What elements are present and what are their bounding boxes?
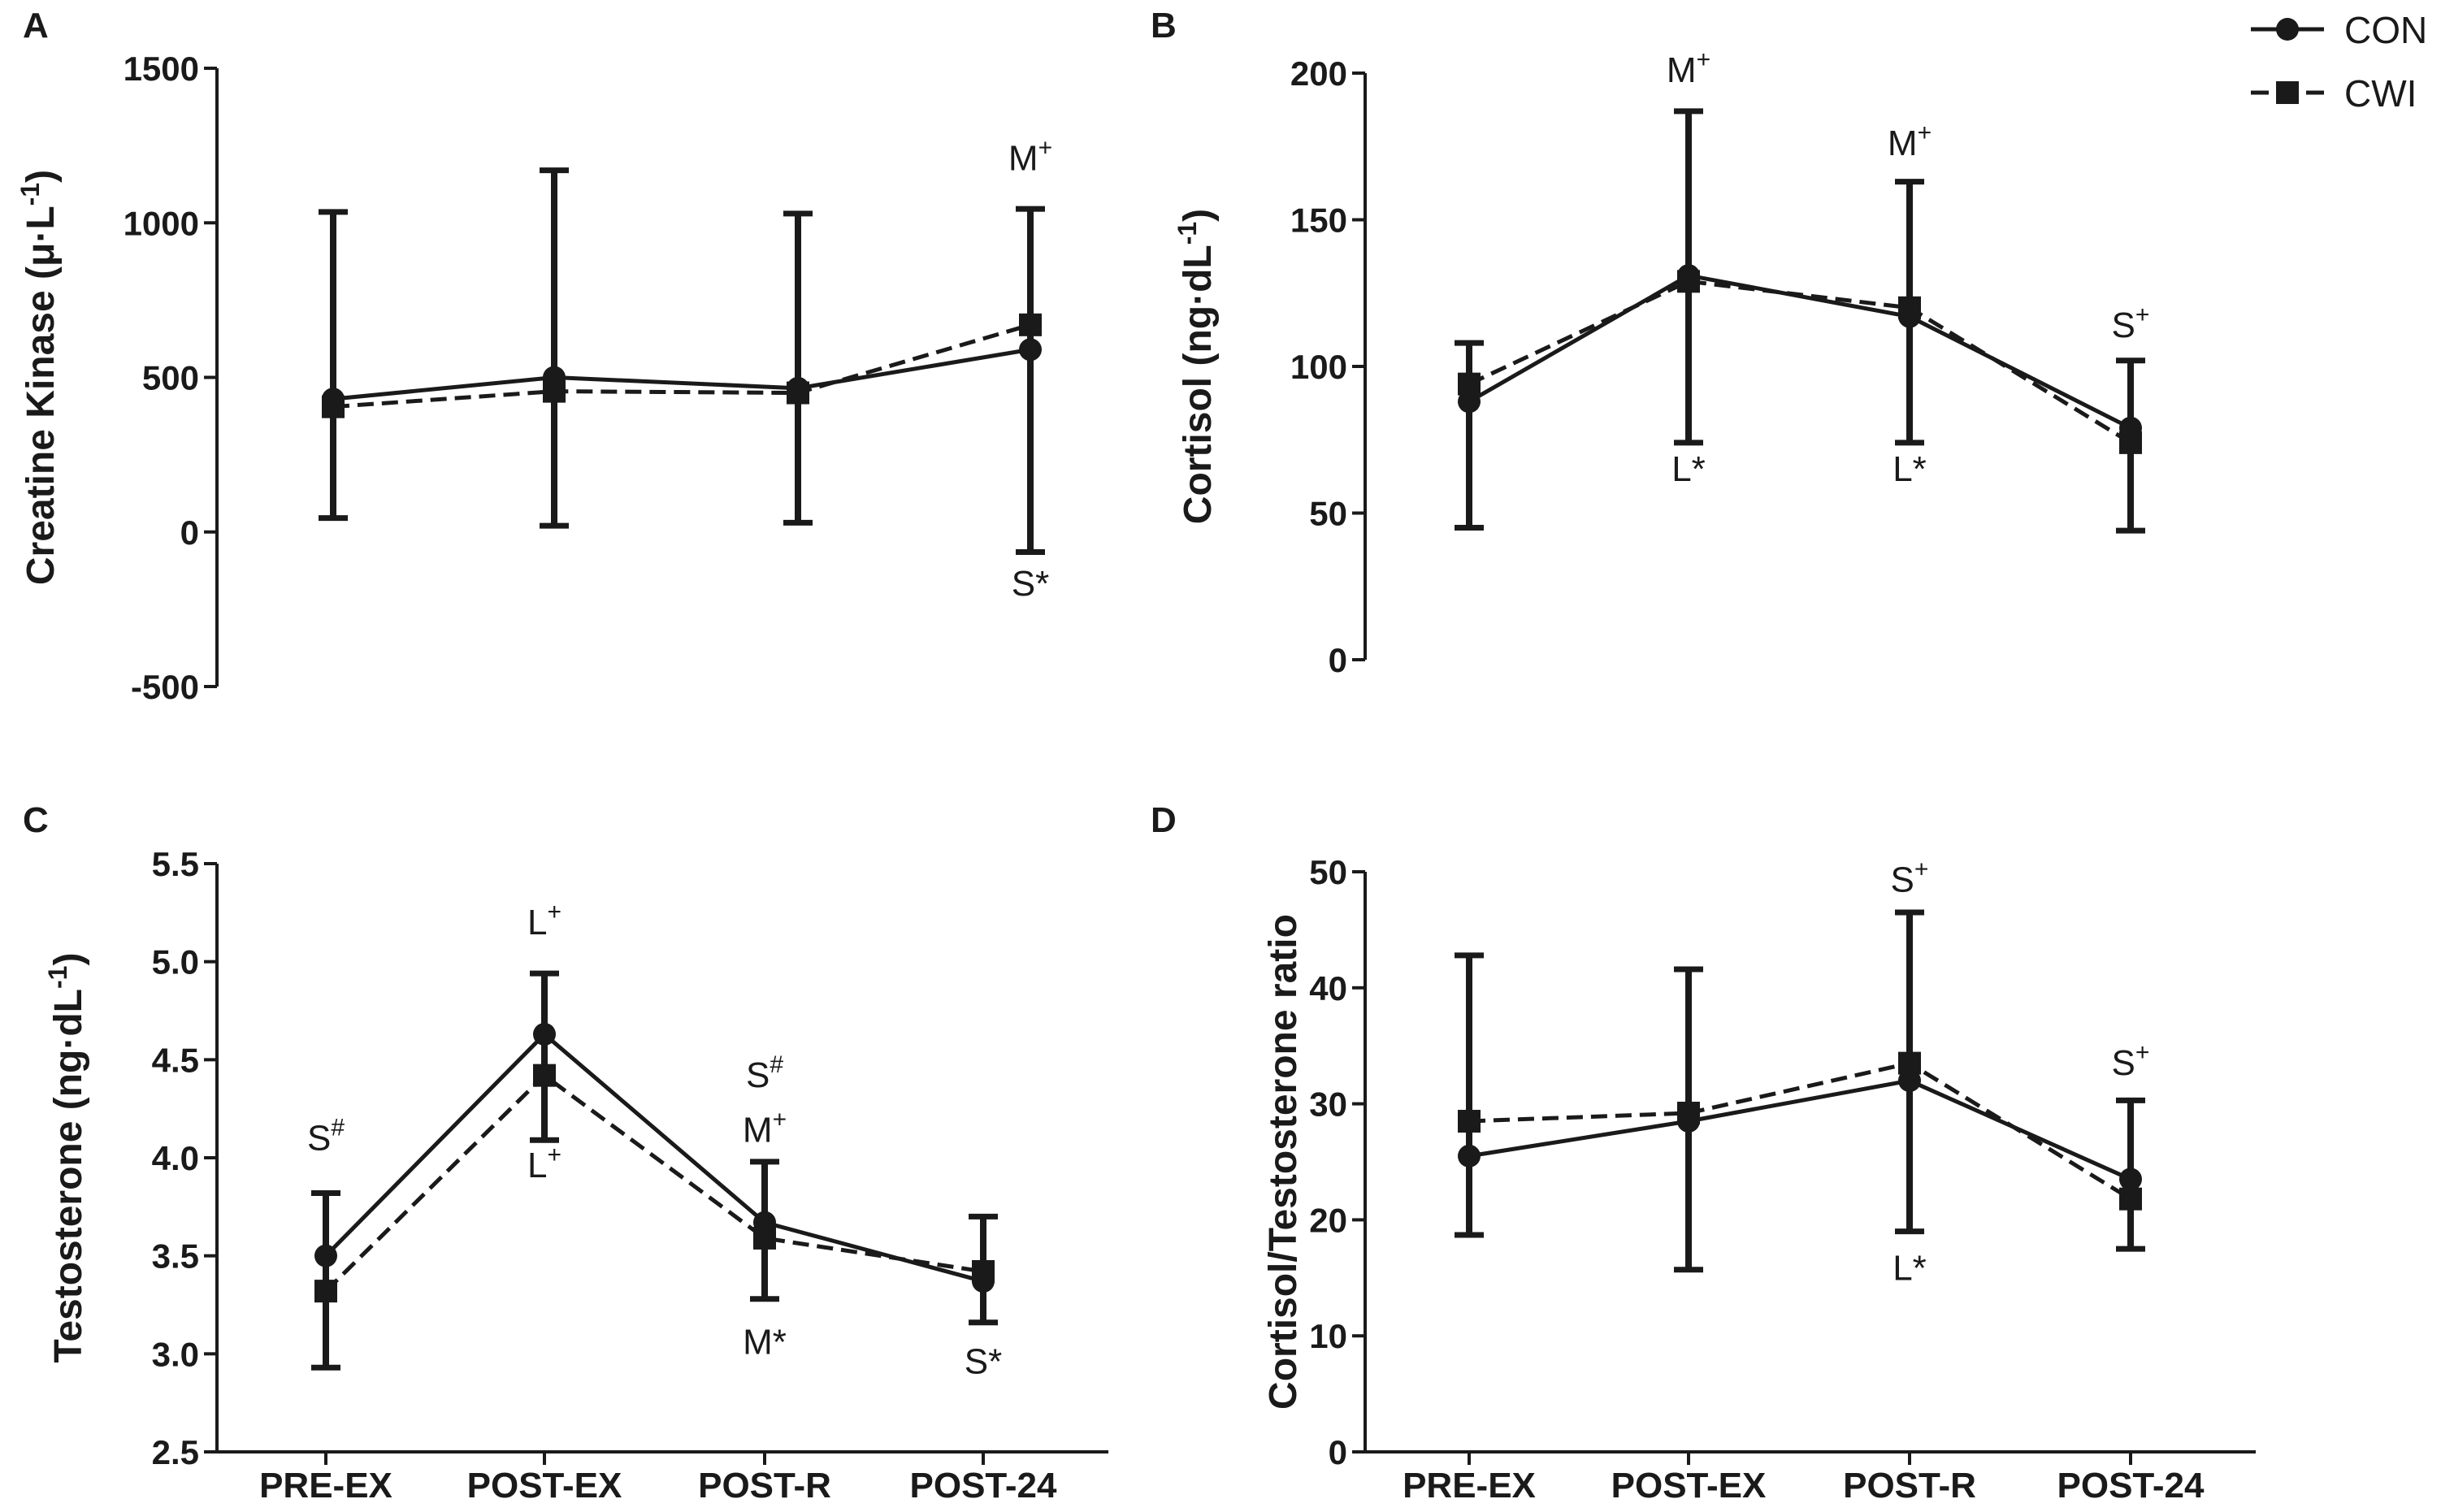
panel-c: C 2.5 3.0 3.5 4.0 4.5 5.0 5.5 Testosterone (ng·d… bbox=[23, 800, 1108, 1506]
legend-marker-con bbox=[2276, 18, 2299, 41]
y-tick-label: 50 bbox=[1309, 495, 1347, 533]
y-axis-label: Cortisol (ng·dL-1) bbox=[1173, 209, 1220, 524]
x-tick-label: POST-24 bbox=[2057, 1466, 2205, 1506]
series-line-cwi bbox=[1468, 1060, 2132, 1201]
legend: CON CWI bbox=[2251, 9, 2427, 115]
y-axis-label: Testosterone (ng·dL-1) bbox=[43, 953, 90, 1363]
panel-a: A -500 0 500 1000 1500 Creatine Kinase (μ·L-1)… bbox=[15, 6, 1052, 706]
y-tick-label: 4.5 bbox=[152, 1041, 199, 1079]
annotation: S+ bbox=[2112, 1039, 2150, 1083]
y-tick-label: 0 bbox=[180, 513, 199, 552]
point-cwi bbox=[787, 381, 809, 405]
y-tick-label: 50 bbox=[1309, 853, 1347, 891]
annotation: S# bbox=[307, 1114, 345, 1158]
y-axis-label: Cortisol/Testosterone ratio bbox=[1262, 914, 1305, 1410]
point-con bbox=[314, 1244, 337, 1267]
y-tick-label: 0 bbox=[1329, 641, 1347, 679]
x-tick-label: PRE-EX bbox=[259, 1466, 392, 1506]
x-tick-label: POST-EX bbox=[467, 1466, 622, 1506]
point-con bbox=[1458, 390, 1481, 414]
series-line-cwi bbox=[332, 323, 1031, 409]
series-line-con bbox=[1468, 273, 2132, 431]
annotation: L* bbox=[1893, 1249, 1927, 1289]
point-cwi bbox=[2119, 1187, 2142, 1211]
panel-letter: D bbox=[1151, 800, 1177, 840]
y-tick-label: 0 bbox=[1329, 1433, 1347, 1471]
point-cwi bbox=[1677, 270, 1700, 293]
point-con bbox=[1458, 1144, 1481, 1168]
annotation: L+ bbox=[527, 899, 561, 942]
point-cwi bbox=[1898, 296, 1921, 319]
annotation: S* bbox=[965, 1341, 1002, 1381]
annotation: S# bbox=[746, 1051, 783, 1095]
annotation: S+ bbox=[1891, 856, 1929, 899]
point-cwi bbox=[2119, 431, 2142, 454]
y-tick-label: 200 bbox=[1290, 54, 1347, 93]
point-cwi bbox=[753, 1226, 776, 1250]
y-tick-label: 150 bbox=[1290, 201, 1347, 240]
panel-letter: B bbox=[1151, 6, 1177, 45]
annotation: M+ bbox=[1888, 119, 1932, 163]
legend-label: CON bbox=[2344, 9, 2427, 51]
point-cwi bbox=[314, 1280, 337, 1303]
y-tick-label: 3.5 bbox=[152, 1237, 199, 1276]
series-line-con bbox=[324, 1031, 984, 1284]
series-line-cwi bbox=[324, 1072, 984, 1293]
y-tick-label: 5.5 bbox=[152, 845, 199, 883]
x-tick-label: POST-R bbox=[698, 1466, 831, 1506]
point-cwi bbox=[1458, 1110, 1481, 1133]
annotation: L+ bbox=[527, 1142, 561, 1185]
panel-letter: A bbox=[23, 6, 49, 45]
x-tick-label: POST-24 bbox=[910, 1466, 1057, 1506]
y-tick-label: 40 bbox=[1309, 969, 1347, 1007]
annotation: S+ bbox=[2112, 301, 2150, 345]
legend-marker-cwi bbox=[2276, 81, 2299, 104]
y-tick-label: 10 bbox=[1309, 1317, 1347, 1355]
y-tick-label: 20 bbox=[1309, 1201, 1347, 1239]
panel-b: B 0 50 100 150 200 Cortisol (ng·dL-1) M+ L* M+ L* S… bbox=[1151, 6, 2149, 679]
series-line-cwi bbox=[1468, 279, 2132, 444]
annotation: M* bbox=[743, 1322, 787, 1362]
point-con bbox=[2119, 1168, 2142, 1191]
annotation: M+ bbox=[743, 1107, 787, 1150]
y-tick-label: 4.0 bbox=[152, 1139, 199, 1177]
point-cwi bbox=[1458, 372, 1481, 396]
x-tick-label: POST-EX bbox=[1611, 1466, 1767, 1506]
y-tick-label: -500 bbox=[131, 668, 199, 706]
point-cwi bbox=[1898, 1051, 1921, 1075]
series-line-con bbox=[1468, 1078, 2132, 1181]
y-tick-label: 3.0 bbox=[152, 1335, 199, 1373]
point-cwi bbox=[533, 1064, 556, 1087]
x-tick-label: POST-R bbox=[1843, 1466, 1976, 1506]
x-tick-label: PRE-EX bbox=[1403, 1466, 1536, 1506]
point-con bbox=[1898, 1069, 1921, 1093]
legend-label: CWI bbox=[2344, 72, 2417, 115]
y-tick-label: 100 bbox=[1290, 348, 1347, 386]
point-cwi bbox=[1677, 1102, 1700, 1125]
annotation: L* bbox=[1893, 449, 1927, 489]
series-line-con bbox=[332, 347, 1031, 401]
annotation: S* bbox=[1012, 564, 1049, 604]
y-tick-label: 1500 bbox=[124, 50, 199, 88]
annotation: M+ bbox=[1008, 135, 1052, 179]
y-tick-label: 1000 bbox=[124, 204, 199, 242]
point-cwi bbox=[322, 395, 345, 418]
annotation: L* bbox=[1671, 449, 1706, 489]
point-con bbox=[533, 1022, 556, 1046]
panel-letter: C bbox=[23, 800, 49, 840]
point-cwi bbox=[1019, 313, 1042, 336]
point-cwi bbox=[543, 379, 566, 403]
y-tick-label: 2.5 bbox=[152, 1433, 199, 1471]
y-tick-label: 500 bbox=[142, 359, 199, 397]
annotation: M+ bbox=[1667, 46, 1710, 90]
y-tick-label: 30 bbox=[1309, 1085, 1347, 1124]
point-cwi bbox=[972, 1259, 995, 1283]
y-tick-label: 5.0 bbox=[152, 943, 199, 981]
point-con bbox=[1019, 338, 1042, 362]
y-axis-label: Creatine Kinase (μ·L-1) bbox=[15, 170, 63, 585]
